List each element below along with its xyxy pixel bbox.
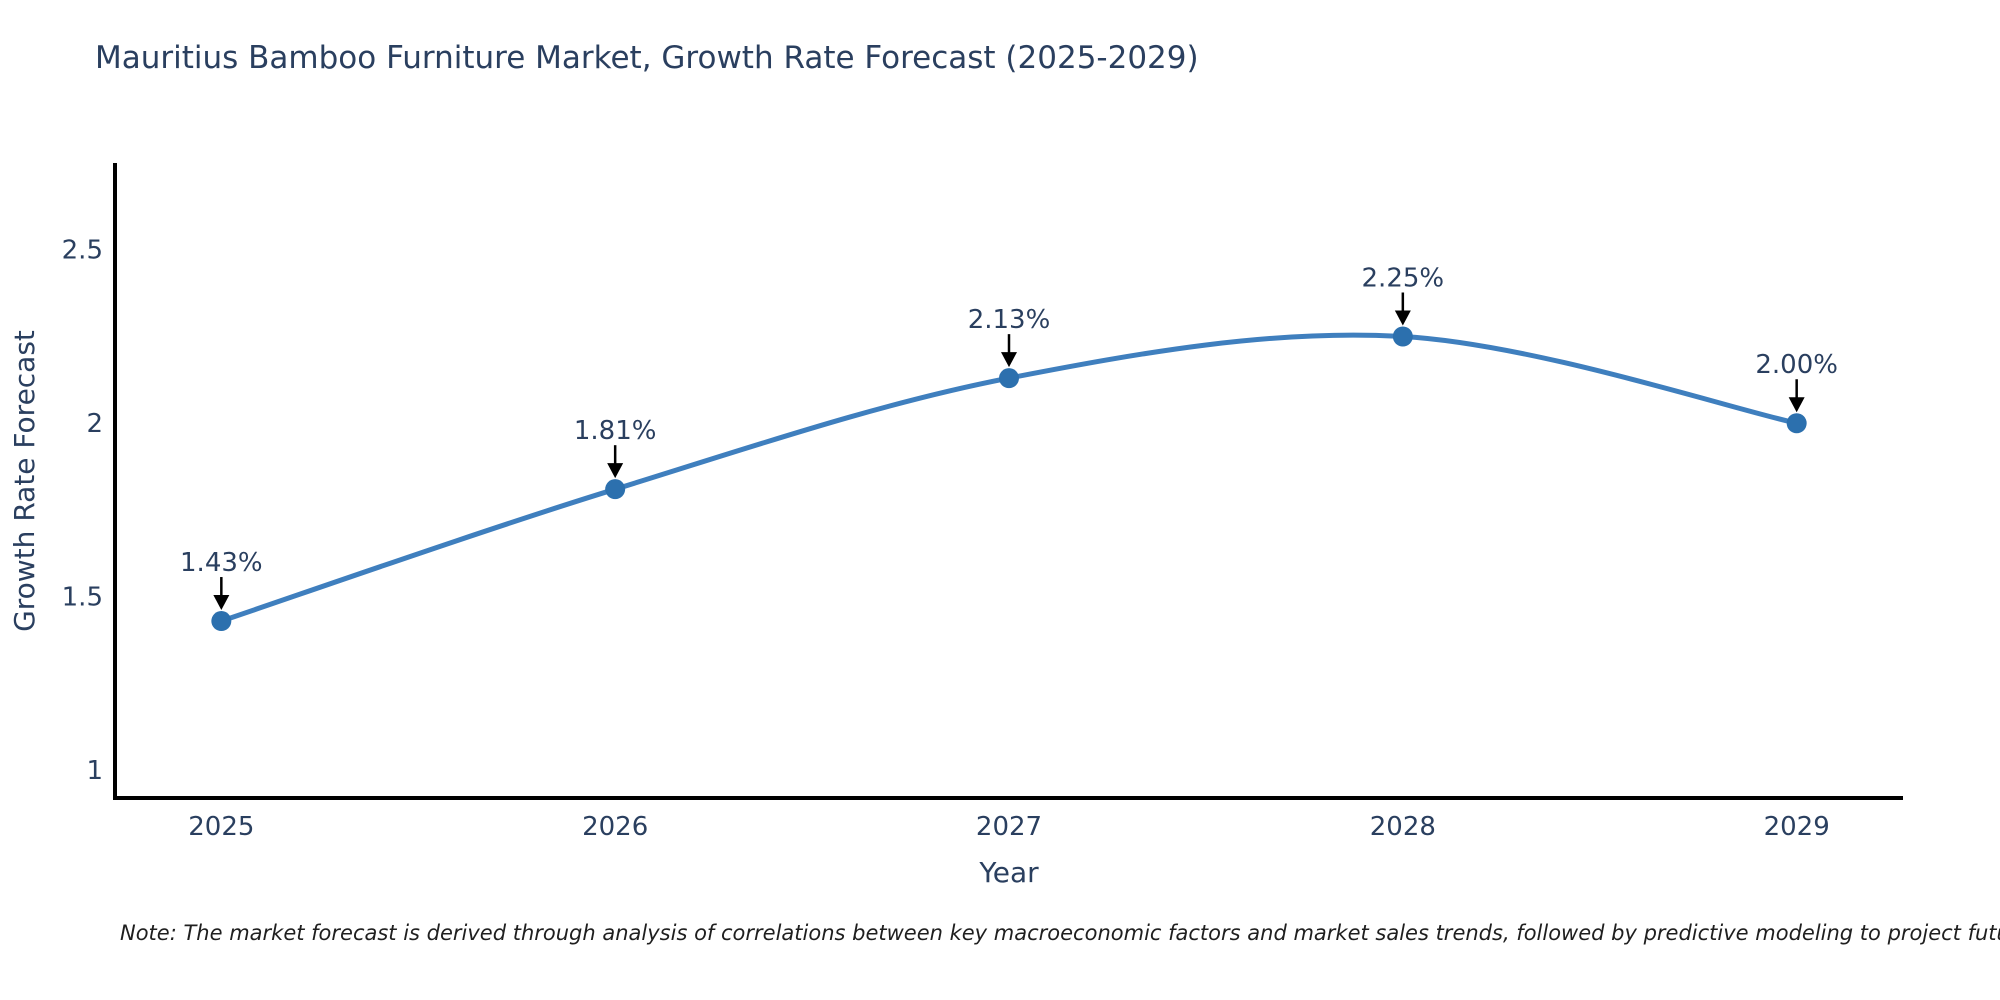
data-point-label: 2.25% xyxy=(1362,263,1445,293)
annotation-arrowhead-icon xyxy=(1788,397,1805,413)
x-tick-label: 2028 xyxy=(1370,812,1436,842)
y-tick-label: 1.5 xyxy=(62,583,103,613)
footnote: Note: The market forecast is derived thr… xyxy=(120,921,2000,945)
data-point-marker xyxy=(999,368,1019,389)
y-tick-label: 2 xyxy=(86,409,103,439)
y-tick-label: 2.5 xyxy=(62,236,103,266)
data-point-marker xyxy=(211,611,232,632)
data-point-label: 2.13% xyxy=(968,305,1051,335)
data-point-label: 1.43% xyxy=(180,548,263,578)
chart-title: Mauritius Bamboo Furniture Market, Growt… xyxy=(95,40,1199,76)
data-point-label: 1.81% xyxy=(574,416,657,446)
annotation-arrowhead-icon xyxy=(1001,352,1017,368)
y-tick-label: 1 xyxy=(86,756,103,786)
x-tick-label: 2026 xyxy=(582,812,648,842)
annotation-arrowhead-icon xyxy=(213,595,230,611)
data-point-marker xyxy=(1786,413,1807,434)
y-axis-title: Growth Rate Forecast xyxy=(8,330,41,632)
x-tick-label: 2029 xyxy=(1764,812,1830,842)
annotation-arrowhead-icon xyxy=(607,463,624,479)
data-point-label: 2.00% xyxy=(1755,350,1838,380)
x-tick-label: 2025 xyxy=(188,812,254,842)
x-axis-title: Year xyxy=(978,856,1039,889)
data-point-marker xyxy=(1392,326,1413,347)
annotation-arrowhead-icon xyxy=(1394,310,1411,326)
data-point-marker xyxy=(605,479,626,500)
x-tick-label: 2027 xyxy=(976,812,1042,842)
plot-area: 2.5 2 1.5 1 2025 2026 2027 2028 2029 1.43% 1.81% 2.… xyxy=(62,163,1903,842)
